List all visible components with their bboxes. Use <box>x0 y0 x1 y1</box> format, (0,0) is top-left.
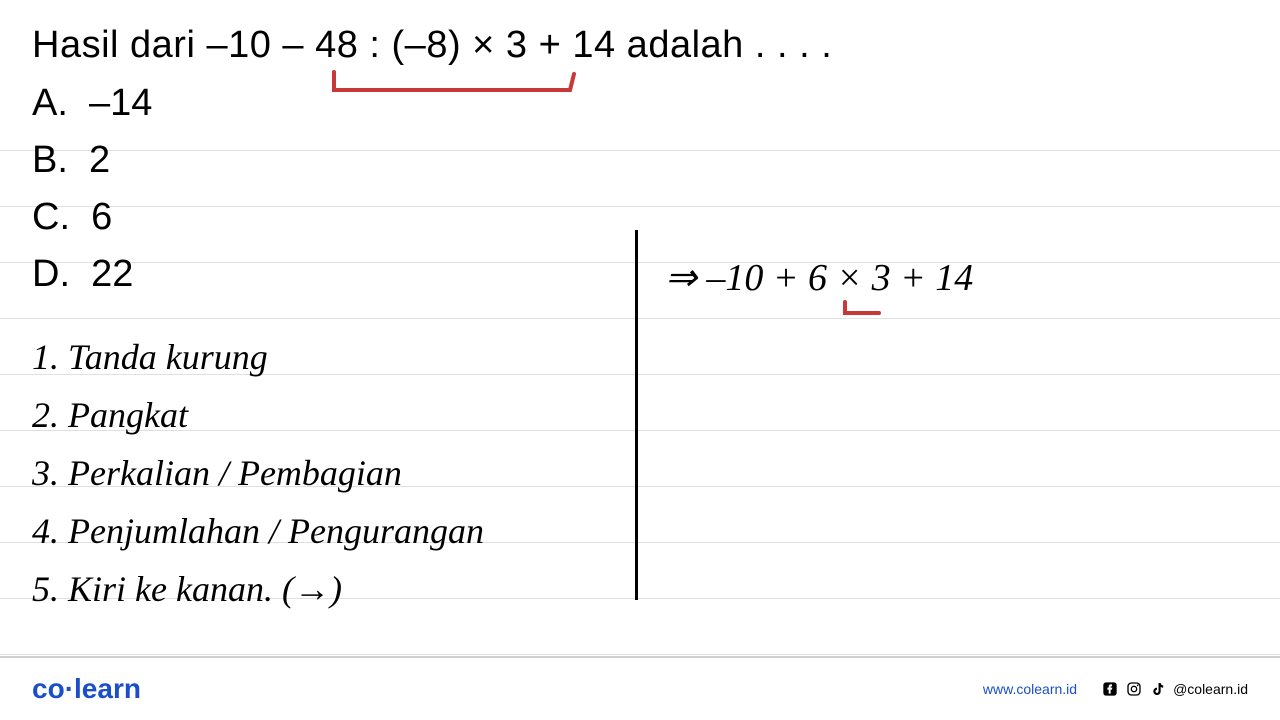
social-handles: @colearn.id <box>1101 680 1248 698</box>
question-text: Hasil dari –10 – 48 : (–8) × 3 + 14 adal… <box>32 24 1248 67</box>
step-1: 1. Tanda kurung <box>32 330 484 384</box>
option-a: A. –14 <box>32 75 1248 132</box>
vertical-divider <box>635 230 638 600</box>
website-url: www.colearn.id <box>983 681 1077 697</box>
red-underline-annotation <box>843 300 881 318</box>
footer-right: www.colearn.id @colearn.id <box>983 680 1248 698</box>
option-d: D. 22 <box>32 246 1248 303</box>
step-5: 5. Kiri ke kanan. (→) <box>32 562 484 616</box>
tiktok-icon <box>1149 680 1167 698</box>
facebook-icon <box>1101 680 1119 698</box>
red-bracket-annotation <box>330 70 578 96</box>
step-3: 3. Perkalian / Pembagian <box>32 446 484 500</box>
answer-options: A. –14 B. 2 C. 6 D. 22 <box>32 75 1248 303</box>
social-handle: @colearn.id <box>1173 681 1248 697</box>
handwritten-steps: 1. Tanda kurung 2. Pangkat 3. Perkalian … <box>32 330 484 620</box>
step-4: 4. Penjumlahan / Pengurangan <box>32 504 484 558</box>
step-2: 2. Pangkat <box>32 388 484 442</box>
option-b: B. 2 <box>32 132 1248 189</box>
handwritten-calculation: ⇒ –10 + 6 × 3 + 14 <box>665 255 973 300</box>
instagram-icon <box>1125 680 1143 698</box>
colearn-logo: co·learn <box>32 673 141 705</box>
main-content: Hasil dari –10 – 48 : (–8) × 3 + 14 adal… <box>0 0 1280 327</box>
footer-bar: co·learn www.colearn.id @colearn.id <box>0 656 1280 720</box>
option-c: C. 6 <box>32 189 1248 246</box>
